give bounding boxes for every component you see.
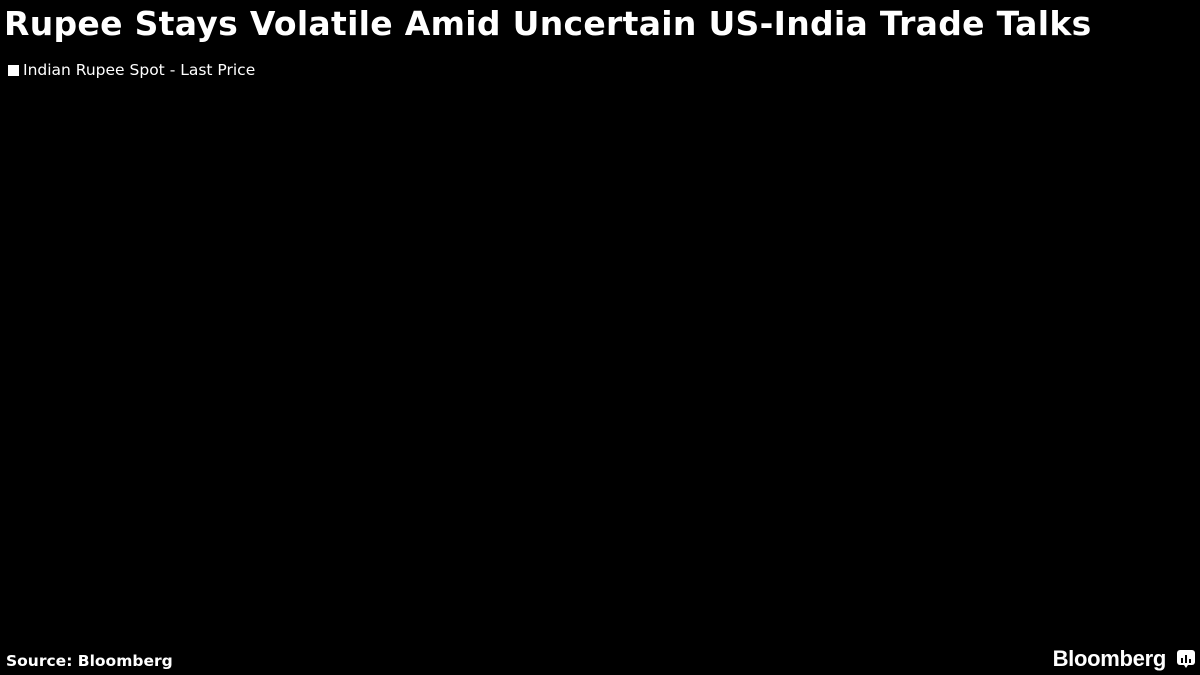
- bloomberg-chart-icon: [1177, 650, 1195, 668]
- source-note: Source: Bloomberg: [6, 652, 173, 670]
- chart-title: Rupee Stays Volatile Amid Uncertain US-I…: [4, 4, 1092, 43]
- legend: Indian Rupee Spot - Last Price: [8, 61, 255, 79]
- legend-swatch: [8, 64, 19, 76]
- bloomberg-logo: Bloomberg: [1052, 646, 1167, 671]
- legend-label: Indian Rupee Spot - Last Price: [23, 61, 256, 79]
